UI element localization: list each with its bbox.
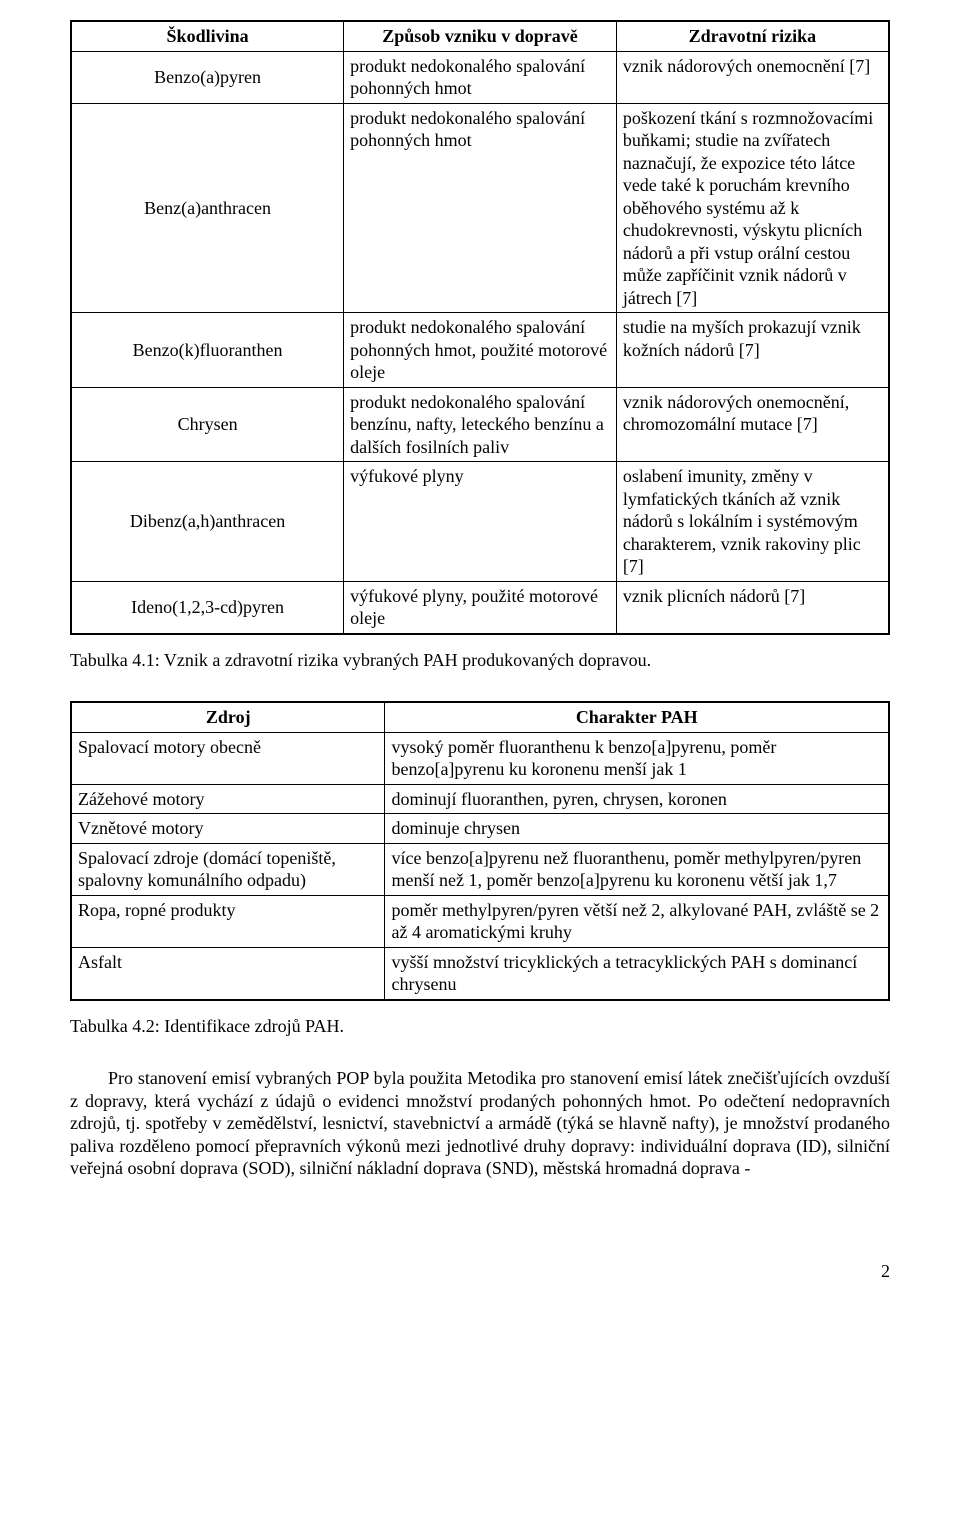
cell-zpusob: produkt nedokonalého spalování pohonných…: [344, 103, 617, 313]
table-row: Ropa, ropné produkty poměr methylpyren/p…: [71, 895, 889, 947]
cell-zdroj: Asfalt: [71, 947, 385, 1000]
cell-zdroj: Vznětové motory: [71, 814, 385, 844]
table-row: Vznětové motory dominuje chrysen: [71, 814, 889, 844]
table-pah-sources: Zdroj Charakter PAH Spalovací motory obe…: [70, 701, 890, 1001]
cell-zpusob: výfukové plyny: [344, 462, 617, 582]
table-row: Benzo(k)fluoranthen produkt nedokonalého…: [71, 313, 889, 388]
th-zdroj: Zdroj: [71, 702, 385, 732]
table-row: Spalovací zdroje (domácí topeniště, spal…: [71, 843, 889, 895]
cell-skodlivina: Benzo(a)pyren: [71, 51, 344, 103]
cell-skodlivina: Ideno(1,2,3-cd)pyren: [71, 581, 344, 634]
table-row: Ideno(1,2,3-cd)pyren výfukové plyny, pou…: [71, 581, 889, 634]
table-row: Dibenz(a,h)anthracen výfukové plyny osla…: [71, 462, 889, 582]
cell-char: více benzo[a]pyrenu než fluoranthenu, po…: [385, 843, 889, 895]
table-header-row: Škodlivina Způsob vzniku v dopravě Zdrav…: [71, 21, 889, 51]
cell-zdroj: Spalovací zdroje (domácí topeniště, spal…: [71, 843, 385, 895]
table-row: Zážehové motory dominují fluoranthen, py…: [71, 784, 889, 814]
cell-zdroj: Zážehové motory: [71, 784, 385, 814]
th-zdrav: Zdravotní rizika: [616, 21, 889, 51]
th-zpusob: Způsob vzniku v dopravě: [344, 21, 617, 51]
cell-zdrav: vznik nádorových onemocnění [7]: [616, 51, 889, 103]
table-row: Benzo(a)pyren produkt nedokonalého spalo…: [71, 51, 889, 103]
cell-zpusob: produkt nedokonalého spalování pohonných…: [344, 313, 617, 388]
cell-zdroj: Ropa, ropné produkty: [71, 895, 385, 947]
table-header-row: Zdroj Charakter PAH: [71, 702, 889, 732]
cell-char: poměr methylpyren/pyren větší než 2, alk…: [385, 895, 889, 947]
cell-zdrav: vznik nádorových onemocnění, chromozomál…: [616, 387, 889, 462]
table1-caption: Tabulka 4.1: Vznik a zdravotní rizika vy…: [70, 649, 890, 672]
table-row: Benz(a)anthracen produkt nedokonalého sp…: [71, 103, 889, 313]
cell-zdroj: Spalovací motory obecně: [71, 732, 385, 784]
cell-skodlivina: Benzo(k)fluoranthen: [71, 313, 344, 388]
cell-zdrav: vznik plicních nádorů [7]: [616, 581, 889, 634]
cell-char: vysoký poměr fluoranthenu k benzo[a]pyre…: [385, 732, 889, 784]
table-row: Asfalt vyšší množství tricyklických a te…: [71, 947, 889, 1000]
cell-char: dominují fluoranthen, pyren, chrysen, ko…: [385, 784, 889, 814]
page-number: 2: [70, 1260, 890, 1283]
cell-zdrav: studie na myších prokazují vznik kožních…: [616, 313, 889, 388]
cell-zpusob: produkt nedokonalého spalování pohonných…: [344, 51, 617, 103]
cell-zpusob: produkt nedokonalého spalování benzínu, …: [344, 387, 617, 462]
document-page: Škodlivina Způsob vzniku v dopravě Zdrav…: [0, 0, 960, 1322]
cell-skodlivina: Dibenz(a,h)anthracen: [71, 462, 344, 582]
cell-zdrav: oslabení imunity, změny v lymfatických t…: [616, 462, 889, 582]
th-char: Charakter PAH: [385, 702, 889, 732]
th-skodlivina: Škodlivina: [71, 21, 344, 51]
cell-char: dominuje chrysen: [385, 814, 889, 844]
table-pah-risks: Škodlivina Způsob vzniku v dopravě Zdrav…: [70, 20, 890, 635]
table-row: Spalovací motory obecně vysoký poměr flu…: [71, 732, 889, 784]
cell-skodlivina: Chrysen: [71, 387, 344, 462]
cell-zdrav: poškození tkání s rozmnožovacími buňkami…: [616, 103, 889, 313]
table-row: Chrysen produkt nedokonalého spalování b…: [71, 387, 889, 462]
cell-char: vyšší množství tricyklických a tetracykl…: [385, 947, 889, 1000]
table2-caption: Tabulka 4.2: Identifikace zdrojů PAH.: [70, 1015, 890, 1038]
cell-zpusob: výfukové plyny, použité motorové oleje: [344, 581, 617, 634]
cell-skodlivina: Benz(a)anthracen: [71, 103, 344, 313]
body-paragraph: Pro stanovení emisí vybraných POP byla p…: [70, 1067, 890, 1180]
